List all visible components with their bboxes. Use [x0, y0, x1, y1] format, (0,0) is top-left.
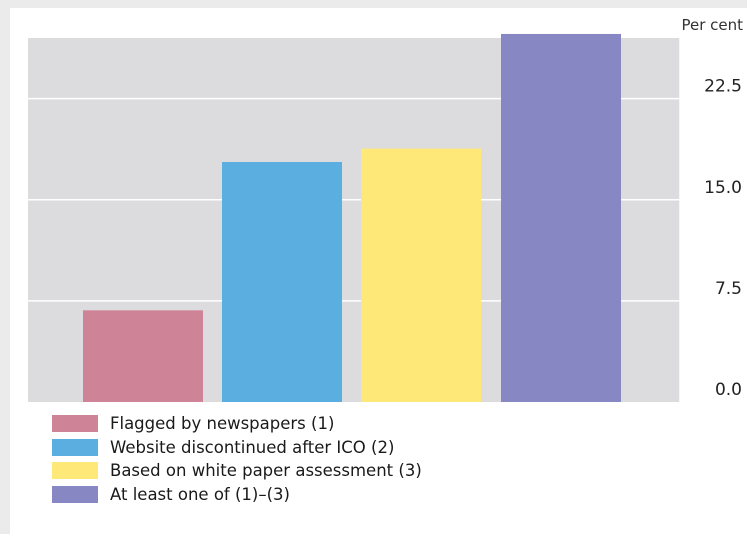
y-axis-unit-label: Per cent — [681, 16, 743, 34]
legend-item: Website discontinued after ICO (2) — [52, 436, 552, 460]
legend-swatch — [52, 438, 98, 456]
bars — [83, 33, 621, 402]
legend-label: Website discontinued after ICO (2) — [110, 437, 395, 457]
legend-swatch — [52, 485, 98, 503]
legend-label: Based on white paper assessment (3) — [110, 461, 422, 481]
legend-label: At least one of (1)–(3) — [110, 484, 290, 504]
y-tick-label: 0.0 — [715, 380, 742, 400]
legend-item: Flagged by newspapers (1) — [52, 412, 552, 436]
bar-4 — [501, 33, 621, 402]
bar-3 — [361, 148, 481, 402]
bar-2 — [222, 162, 342, 402]
y-tick-labels: 0.0 7.5 15.0 22.5 — [704, 77, 742, 400]
legend-item: At least one of (1)–(3) — [52, 483, 552, 507]
legend-item: Based on white paper assessment (3) — [52, 459, 552, 483]
legend: Flagged by newspapers (1) Website discont… — [52, 412, 552, 506]
y-tick-label: 22.5 — [704, 77, 742, 97]
legend-label: Flagged by newspapers (1) — [110, 414, 335, 434]
legend-swatch — [52, 415, 98, 433]
bar-1 — [83, 310, 203, 402]
y-tick-label: 7.5 — [715, 279, 742, 299]
legend-swatch — [52, 462, 98, 480]
y-tick-label: 15.0 — [704, 178, 742, 198]
